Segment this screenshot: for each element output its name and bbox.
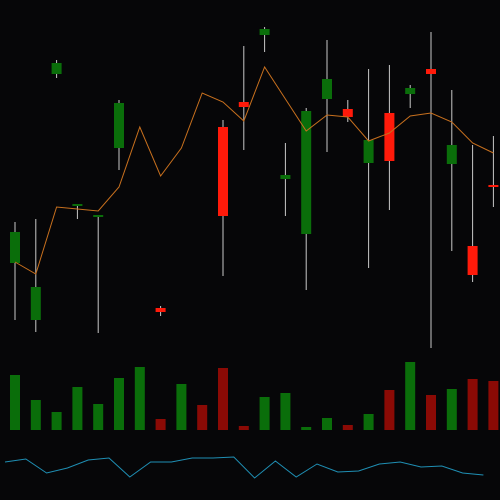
candle-body [405, 88, 416, 94]
volume-bar [446, 389, 457, 430]
volume-bar [51, 412, 62, 430]
volume-bar [238, 426, 249, 430]
candle-body [488, 185, 499, 187]
candle-body [155, 308, 166, 312]
volume-bar [259, 397, 270, 430]
volume-bar [405, 362, 416, 430]
volume-bar [301, 427, 312, 430]
candle-body [218, 127, 228, 216]
volume-bar [218, 368, 228, 430]
candle-body [259, 29, 270, 35]
candle-body [238, 102, 249, 107]
volume-bar [155, 419, 166, 430]
candle-body [93, 215, 104, 217]
volume-bar [488, 381, 499, 430]
volume-bar [93, 404, 104, 430]
candle-body [426, 69, 436, 74]
candle-body [114, 103, 124, 148]
volume-bar [342, 425, 353, 430]
candle-body [446, 145, 457, 164]
candle-body [10, 232, 20, 263]
candle-body [51, 63, 62, 74]
volume-bar [134, 367, 145, 430]
candle-body [467, 246, 478, 275]
moving-average-line [14, 65, 494, 275]
volume-bar [280, 393, 291, 430]
candle-body [301, 111, 312, 234]
candle-body [384, 113, 395, 161]
candle-body [342, 109, 353, 117]
candle-body [322, 79, 332, 99]
volume-bar [384, 390, 395, 430]
volume-bar [467, 379, 478, 430]
volume-bar [114, 378, 124, 430]
volume-bar [30, 400, 41, 430]
candle-body [363, 140, 374, 163]
volume-bar [72, 387, 83, 430]
volume-bar [426, 395, 436, 430]
volume-bar [197, 405, 208, 430]
candle-body [30, 287, 41, 320]
volume-bar [10, 375, 20, 430]
candle-body [280, 175, 291, 179]
indicator-line [4, 456, 484, 479]
volume-bar [322, 418, 332, 430]
candle-body [72, 204, 83, 206]
volume-bar [363, 414, 374, 430]
volume-bar [176, 384, 187, 430]
